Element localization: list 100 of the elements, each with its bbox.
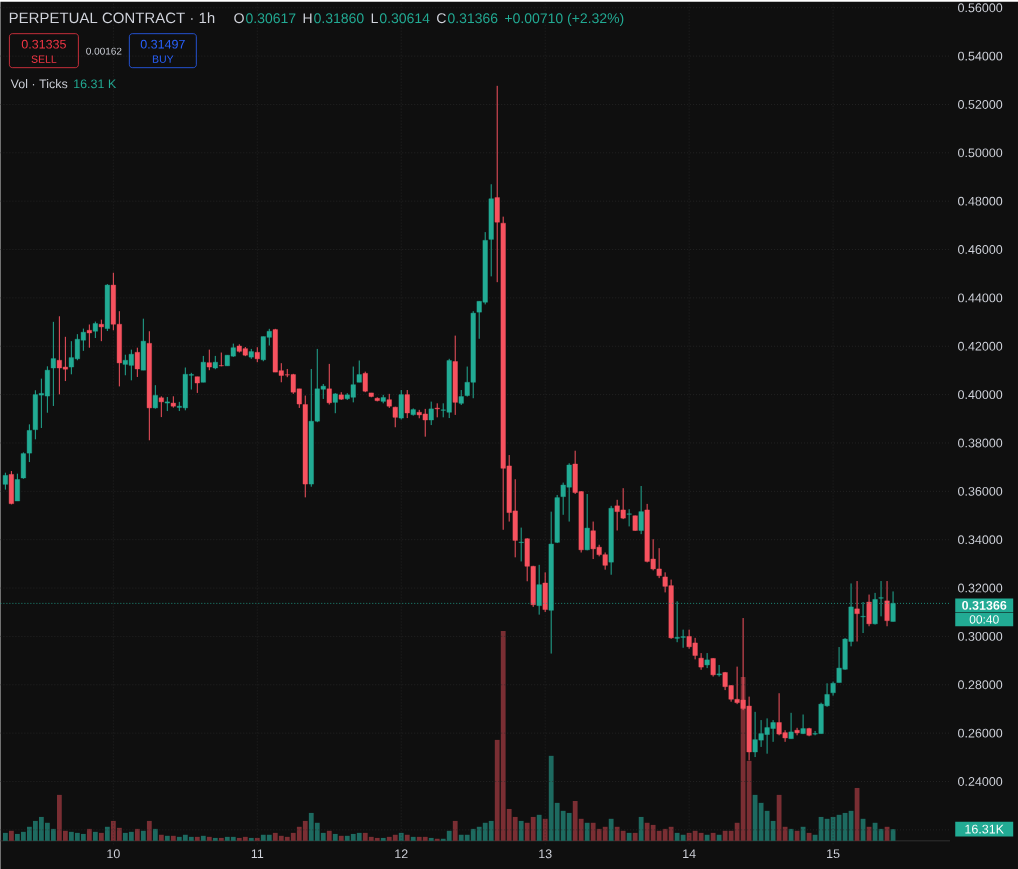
y-tick-label: 0.38000 bbox=[958, 438, 1003, 448]
text: PERPETUAL CONTRACT · 1h bbox=[9, 12, 215, 24]
annotation: 0.00162 bbox=[86, 47, 122, 55]
bar bbox=[104, 826, 110, 841]
candlestick bbox=[206, 348, 212, 371]
bar bbox=[428, 837, 434, 841]
bar bbox=[626, 832, 632, 841]
bar bbox=[146, 820, 152, 841]
bar bbox=[332, 833, 338, 841]
y-tick-label: 0.52000 bbox=[958, 99, 1003, 109]
ref-line-label: 0.31366 bbox=[962, 600, 1007, 610]
candlestick bbox=[800, 713, 806, 735]
bar bbox=[716, 834, 722, 841]
annotation: BUY bbox=[152, 55, 174, 63]
bar bbox=[410, 836, 416, 841]
candlestick bbox=[518, 526, 524, 562]
annotation: 0.31366 bbox=[447, 13, 498, 24]
y-tick-label: 0.42000 bbox=[958, 341, 1003, 351]
bar bbox=[164, 835, 170, 841]
candlestick bbox=[788, 712, 794, 740]
candlestick bbox=[704, 652, 710, 669]
bar bbox=[536, 814, 542, 841]
y-tick-label: 0.36000 bbox=[958, 486, 1003, 496]
y-tick-label: 0.50000 bbox=[958, 148, 1003, 158]
text: 00:40 bbox=[969, 615, 999, 624]
y-tick-label: 0.48000 bbox=[958, 196, 1003, 206]
bar bbox=[98, 832, 104, 841]
bar bbox=[542, 818, 548, 841]
bar bbox=[8, 830, 14, 841]
bar bbox=[152, 828, 158, 841]
bar bbox=[704, 834, 710, 841]
bar bbox=[248, 837, 254, 841]
candlestick bbox=[158, 395, 164, 418]
y-tick-label: 0.56000 bbox=[958, 3, 1003, 12]
candlestick bbox=[404, 389, 410, 419]
bar bbox=[158, 834, 164, 841]
candlestick bbox=[710, 657, 716, 677]
y-tick-label: 0.46000 bbox=[958, 244, 1003, 254]
bar bbox=[452, 820, 458, 841]
bar bbox=[2, 832, 8, 841]
bar bbox=[134, 828, 140, 841]
y-tick-label: 0.30000 bbox=[958, 631, 1003, 641]
bar bbox=[254, 837, 260, 841]
candlestick bbox=[50, 321, 56, 407]
candlestick bbox=[152, 384, 158, 409]
y-tick-label: 0.54000 bbox=[958, 51, 1003, 61]
bar bbox=[380, 837, 386, 841]
annotation: 0.30614 bbox=[379, 13, 430, 24]
bar bbox=[338, 835, 344, 841]
candlestick bbox=[428, 400, 434, 426]
annotation: C bbox=[437, 13, 446, 24]
candlestick bbox=[200, 355, 206, 383]
bar bbox=[632, 832, 638, 841]
candlestick bbox=[356, 359, 362, 383]
chart-title: Vol · Ticks bbox=[10, 78, 68, 89]
bar bbox=[398, 832, 404, 841]
x-tick-label: 12 bbox=[395, 849, 408, 858]
annotation: 0.30617 bbox=[246, 13, 296, 24]
y-tick-label: 0.34000 bbox=[958, 535, 1003, 544]
candlestick bbox=[98, 318, 104, 342]
candlestick bbox=[326, 363, 332, 405]
candlestick bbox=[134, 347, 140, 378]
bar bbox=[92, 831, 98, 841]
bar bbox=[326, 830, 332, 841]
bar bbox=[86, 828, 92, 841]
x-tick-label: 11 bbox=[251, 849, 264, 858]
bar bbox=[404, 834, 410, 841]
annotation: O bbox=[234, 13, 244, 24]
candlestick bbox=[398, 389, 404, 420]
x-tick-label: 13 bbox=[539, 849, 552, 859]
candlestick bbox=[638, 485, 644, 535]
x-tick-label: 14 bbox=[683, 849, 696, 858]
bar bbox=[518, 820, 524, 841]
candlestick bbox=[884, 580, 890, 627]
bar bbox=[200, 835, 206, 841]
candlestick bbox=[866, 593, 872, 627]
bar bbox=[710, 832, 716, 841]
y-tick-label: 0.24000 bbox=[958, 776, 1003, 786]
annotation: H bbox=[303, 13, 312, 23]
y-tick-label: 0.40000 bbox=[958, 390, 1003, 399]
text: 16.31K bbox=[965, 824, 1004, 834]
bar bbox=[608, 818, 614, 841]
candlestick bbox=[584, 493, 590, 551]
candlestick bbox=[716, 664, 722, 677]
bar bbox=[206, 836, 212, 841]
bar bbox=[170, 835, 176, 841]
bar bbox=[194, 836, 200, 841]
y-tick-label: 0.44000 bbox=[958, 293, 1003, 303]
x-tick-label: 15 bbox=[827, 849, 840, 858]
candlestick bbox=[14, 473, 20, 502]
x-tick-label: 10 bbox=[107, 849, 120, 859]
y-tick-label: 0.28000 bbox=[958, 680, 1003, 690]
bar bbox=[140, 830, 146, 841]
bar bbox=[218, 837, 224, 841]
annotation: L bbox=[371, 13, 378, 23]
annotation: 0.31860 bbox=[314, 13, 364, 24]
annotation: 16.31 K bbox=[74, 79, 117, 89]
y-tick-label: 0.32000 bbox=[958, 583, 1003, 593]
candlestick bbox=[854, 580, 860, 642]
bar bbox=[584, 822, 590, 841]
